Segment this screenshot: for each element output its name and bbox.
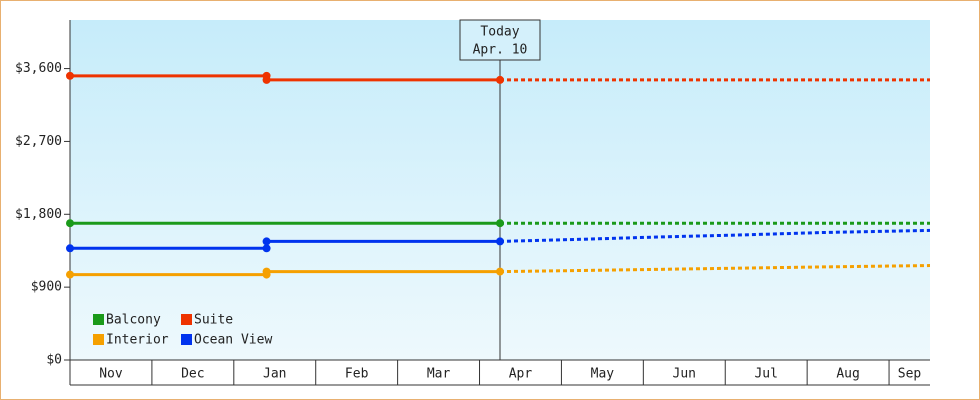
x-tick-label: Jun [673, 367, 696, 382]
legend-swatch [93, 334, 104, 345]
y-tick-label: $3,600 [15, 61, 62, 76]
x-tick-label: Jul [754, 367, 777, 382]
legend-swatch [181, 334, 192, 345]
price-point [262, 244, 271, 253]
today-box [459, 19, 541, 61]
x-tick-label: Mar [427, 367, 451, 382]
legend-label: Balcony [106, 313, 161, 328]
x-tick-label: Nov [99, 367, 123, 382]
y-tick-label: $0 [46, 353, 62, 368]
price-point [262, 75, 271, 84]
x-tick-label: Apr [509, 367, 533, 382]
legend-label: Suite [194, 313, 233, 328]
legend-label: Interior [106, 333, 169, 348]
price-point [496, 75, 504, 84]
y-tick-label: $1,800 [15, 207, 62, 222]
legend-swatch [93, 314, 104, 325]
legend-swatch [181, 314, 192, 325]
forecast-line [499, 228, 931, 243]
price-point [66, 244, 74, 253]
price-point [496, 267, 504, 276]
forecast-line [499, 264, 931, 274]
x-tick-label: Aug [836, 367, 859, 382]
y-tick-label: $2,700 [15, 134, 62, 149]
price-point [262, 237, 271, 246]
x-tick-label: May [591, 367, 615, 382]
price-point [66, 270, 74, 279]
y-tick-label: $900 [31, 280, 62, 295]
price-point [66, 71, 74, 80]
price-point [496, 237, 504, 246]
today-label: Apr. 10 [473, 43, 528, 58]
price-point [66, 219, 74, 228]
x-tick-label: Feb [345, 367, 369, 382]
x-tick-label: Jan [263, 367, 286, 382]
price-point [262, 267, 271, 276]
today-title: Today [480, 25, 519, 40]
price-point [496, 219, 504, 228]
x-tick-label: Dec [181, 367, 204, 382]
x-tick-label: Sep [898, 367, 922, 382]
legend-label: Ocean View [194, 333, 272, 348]
